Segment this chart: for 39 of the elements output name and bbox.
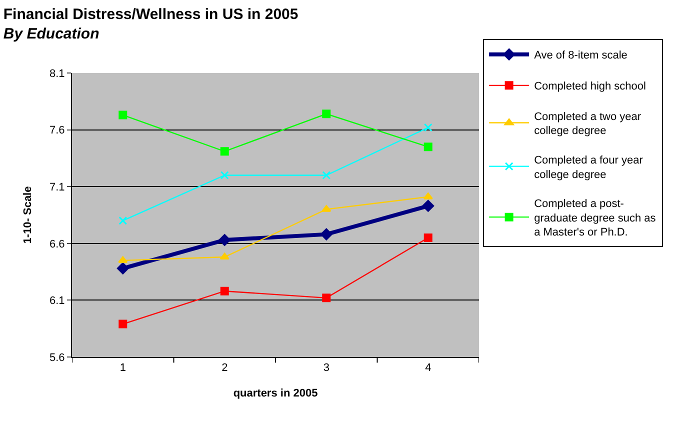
point	[322, 170, 331, 180]
point	[322, 110, 331, 118]
point	[118, 110, 128, 120]
point	[424, 233, 432, 242]
y-tick-label: 8.1	[50, 68, 65, 80]
y-tick-label: 7.1	[50, 181, 65, 194]
point	[218, 234, 231, 246]
point	[423, 192, 433, 200]
point	[220, 170, 229, 180]
y-tick-label: 6.6	[50, 238, 65, 250]
point	[220, 286, 229, 296]
point	[220, 147, 229, 156]
y-axis-title: 1-10- Scale	[22, 186, 34, 244]
legend-label: Completed a four year college degree	[534, 154, 644, 181]
legend-label: Ave of 8-item scale	[534, 50, 628, 62]
point	[424, 123, 432, 132]
x-tick-label: 4	[425, 362, 432, 374]
legend-label: Completed a two year college degree	[534, 110, 642, 138]
x-tick-label: 3	[323, 362, 330, 374]
point	[118, 320, 128, 328]
legend-label: Completed a post-graduate degree such as a Master's or Ph.D.	[534, 198, 656, 239]
point	[322, 294, 331, 302]
y-tick-label: 5.6	[50, 352, 65, 364]
x-tick-label: 2	[222, 362, 228, 374]
point	[118, 216, 128, 225]
y-tick-label: 6.1	[50, 295, 65, 308]
x-axis-title: quarters in 2005	[233, 387, 318, 400]
point	[322, 205, 332, 212]
point	[422, 200, 434, 212]
chart-title: Financial Distress/Wellness in US in 2005	[3, 6, 298, 24]
point	[118, 256, 128, 263]
point	[424, 142, 432, 152]
chart-subtitle: By Education	[3, 26, 100, 43]
point	[116, 262, 129, 274]
point	[220, 252, 230, 260]
y-tick-label: 7.6	[50, 124, 65, 137]
point	[320, 228, 332, 240]
legend-label: Completed high school	[534, 80, 646, 93]
x-tick-label: 1	[120, 362, 126, 374]
